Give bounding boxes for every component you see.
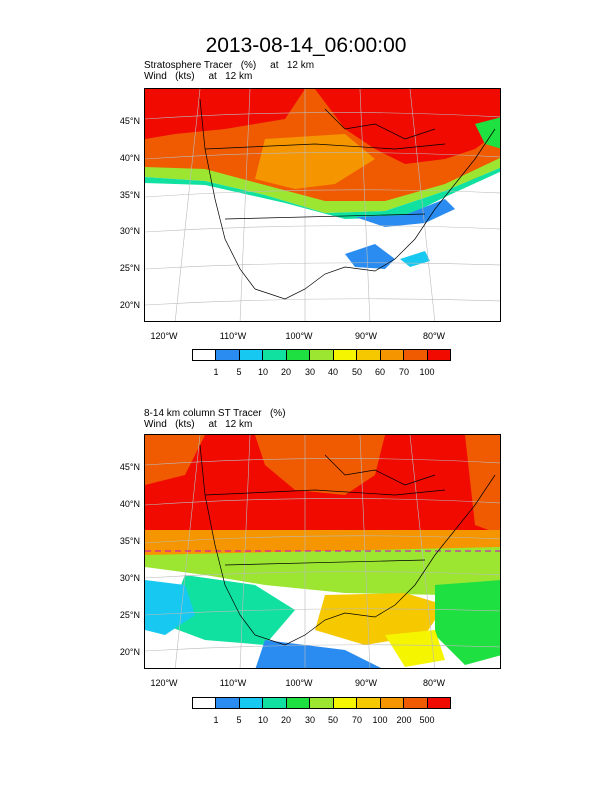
- colorbar-box: [239, 350, 264, 360]
- panel1-colorbar-label: 40: [327, 367, 338, 377]
- panel2-colorbar-label: 70: [351, 715, 362, 725]
- colorbar-box: [404, 698, 428, 708]
- panel2-colorbar-label: 5: [236, 715, 242, 725]
- panel2-lat-label-25n: 25°N: [119, 610, 140, 620]
- panel2-colorbar-label: 50: [327, 715, 338, 725]
- panel2-lon-label-90w: 90°W: [354, 678, 378, 688]
- panel1-colorbar-label: 1: [213, 367, 219, 377]
- panel2-title-line1: 8-14 km column ST Tracer (%): [144, 408, 286, 419]
- panel1-colorbar-label: 70: [398, 367, 409, 377]
- panel1-colorbar-label: 10: [257, 367, 268, 377]
- colorbar-box: [239, 698, 264, 708]
- panel1-colorbar-label: 30: [304, 367, 315, 377]
- panel1-map: [144, 88, 501, 322]
- panel1-lon-label-120w: 120°W: [150, 331, 178, 341]
- panel2-lat-label-20n: 20°N: [119, 647, 140, 657]
- main-title: 2013-08-14_06:00:00: [205, 34, 407, 57]
- colorbar-box: [357, 350, 381, 360]
- panel1-lon-label-90w: 90°W: [354, 331, 378, 341]
- panel2-colorbar-label: 20: [280, 715, 291, 725]
- panel2-map-svg: [145, 435, 500, 668]
- panel2-lon-label-100w: 100°W: [285, 678, 313, 688]
- colorbar-box: [216, 698, 240, 708]
- panel2-colorbar-label: 30: [304, 715, 315, 725]
- panel2-lon-label-80w: 80°W: [422, 678, 446, 688]
- colorbar-box: [380, 350, 405, 360]
- panel2-map: [144, 434, 501, 669]
- panel1-colorbar-label: 100: [419, 367, 435, 377]
- colorbar-box: [427, 698, 450, 708]
- panel2-lat-label-45n: 45°N: [119, 462, 140, 472]
- panel2-colorbar-label: 10: [257, 715, 268, 725]
- panel1-lat-label-45n: 45°N: [119, 116, 140, 126]
- panel1-map-svg: [145, 89, 500, 321]
- panel1-colorbar-label: 5: [236, 367, 242, 377]
- panel1-title-line2: Wind (kts) at 12 km: [144, 71, 253, 82]
- colorbar-box: [286, 350, 311, 360]
- panel1-lat-label-30n: 30°N: [119, 226, 140, 236]
- panel1-lon-label-100w: 100°W: [285, 331, 313, 341]
- panel2-title-line2: Wind (kts) at 12 km: [144, 419, 253, 430]
- panel1-colorbar-label: 20: [280, 367, 291, 377]
- colorbar-box: [333, 698, 358, 708]
- colorbar-box: [404, 350, 428, 360]
- panel2-colorbar: [192, 697, 451, 709]
- panel2-lat-label-30n: 30°N: [119, 573, 140, 583]
- colorbar-box: [216, 350, 240, 360]
- panel2-lat-label-35n: 35°N: [119, 536, 140, 546]
- colorbar-box: [263, 698, 287, 708]
- panel1-lat-label-25n: 25°N: [119, 263, 140, 273]
- panel2-colorbar-label: 100: [372, 715, 388, 725]
- panel2-lat-label-40n: 40°N: [119, 499, 140, 509]
- panel2-lon-label-110w: 110°W: [219, 678, 247, 688]
- panel1-lat-label-35n: 35°N: [119, 190, 140, 200]
- panel1-lon-label-110w: 110°W: [219, 331, 247, 341]
- panel2-colorbar-label: 200: [396, 715, 412, 725]
- colorbar-box: [193, 350, 217, 360]
- panel2-colorbar-label: 1: [213, 715, 219, 725]
- colorbar-box: [357, 698, 381, 708]
- panel1-lon-label-80w: 80°W: [422, 331, 446, 341]
- colorbar-box: [310, 350, 334, 360]
- panel1-colorbar-label: 60: [374, 367, 385, 377]
- colorbar-box: [427, 350, 450, 360]
- panel1-lat-label-20n: 20°N: [119, 300, 140, 310]
- panel1-colorbar-label: 50: [351, 367, 362, 377]
- panel1-colorbar: [192, 349, 451, 361]
- colorbar-box: [193, 698, 217, 708]
- colorbar-box: [380, 698, 405, 708]
- colorbar-box: [333, 350, 358, 360]
- panel1-lat-label-40n: 40°N: [119, 153, 140, 163]
- panel1-title-line1: Stratosphere Tracer (%) at 12 km: [144, 60, 315, 71]
- panel2-colorbar-label: 500: [419, 715, 435, 725]
- panel2-lon-label-120w: 120°W: [150, 678, 178, 688]
- colorbar-box: [310, 698, 334, 708]
- colorbar-box: [286, 698, 311, 708]
- colorbar-box: [263, 350, 287, 360]
